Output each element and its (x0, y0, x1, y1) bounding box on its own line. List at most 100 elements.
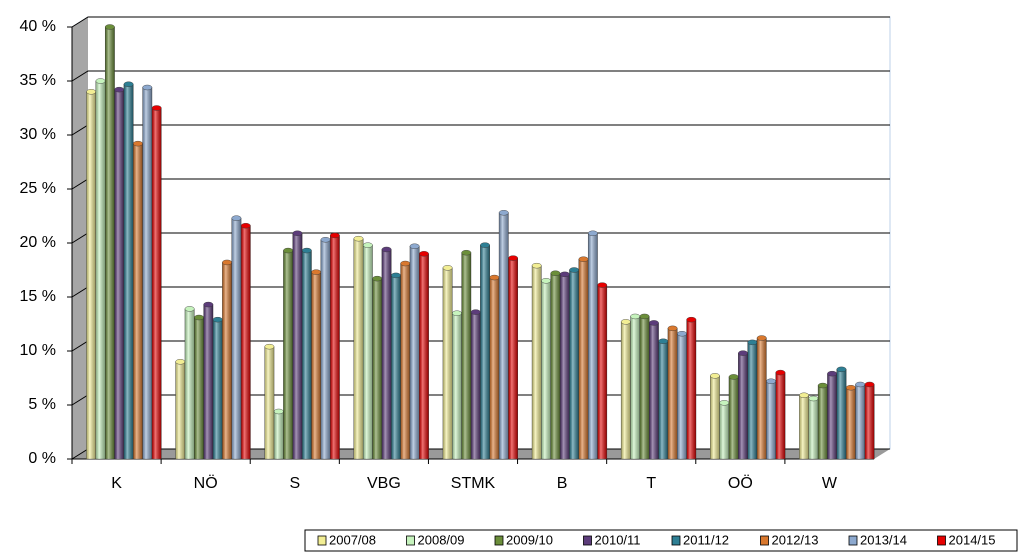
bar-top (531, 262, 542, 269)
bar-shade (231, 218, 242, 459)
y-tick-label: 20 % (20, 234, 56, 251)
bar-shade (686, 319, 696, 459)
legend-swatch (494, 535, 504, 546)
legend-swatch (583, 535, 592, 546)
bar-shade (151, 108, 162, 459)
bar-top (587, 230, 598, 236)
bar-top (320, 237, 331, 243)
bar-top (240, 223, 251, 229)
bar-top (756, 335, 767, 341)
bar-shade (142, 87, 152, 459)
bar-shade (658, 341, 668, 459)
bar-shade (738, 353, 748, 459)
bar-top (222, 259, 232, 266)
bar-shade (757, 338, 767, 459)
y-tick-label: 5 % (28, 396, 56, 413)
bar-shade (846, 387, 856, 459)
bar-top (381, 246, 392, 253)
bar-top (597, 282, 608, 288)
bar-top (212, 316, 223, 323)
bar-top (461, 250, 472, 256)
bar-top (114, 86, 125, 93)
bar-shade (836, 369, 847, 459)
legend-label: 2014/15 (949, 532, 996, 547)
bar-top (498, 210, 509, 216)
y-tick-label: 40 % (20, 18, 56, 35)
bar-shade (864, 384, 875, 459)
bar-top (104, 24, 115, 30)
bar-top (264, 343, 275, 350)
bar-top (329, 232, 340, 239)
y-tick-label: 0 % (28, 450, 56, 467)
bar-top (578, 256, 589, 262)
bar-top (766, 378, 776, 384)
bar-top (667, 325, 678, 332)
bar-top (400, 260, 411, 267)
bar-top (362, 242, 373, 248)
bar-shade (381, 249, 392, 459)
bar-shade (302, 250, 312, 459)
bar-top (864, 381, 875, 388)
bar-top (686, 316, 697, 323)
legend-swatch (406, 535, 415, 546)
bar-top (184, 306, 195, 312)
bar-shade (508, 258, 518, 459)
bar-top (836, 366, 847, 373)
bar-shade (114, 89, 124, 459)
bar-shade (194, 317, 204, 459)
bar-shade (677, 333, 687, 459)
bar-top (541, 278, 551, 284)
legend-label: 2012/13 (772, 532, 819, 547)
bar-top (283, 247, 293, 254)
bar-top (231, 215, 242, 221)
bar-top (391, 272, 401, 279)
x-tick-label: W (822, 475, 838, 492)
bar-shade (353, 238, 364, 459)
bar-top (489, 274, 500, 281)
bar-top (353, 235, 364, 242)
legend-label: 2011/12 (683, 532, 729, 547)
x-tick-label: VBG (367, 475, 401, 492)
legend-swatch (848, 535, 858, 546)
legend-label: 2013/14 (860, 532, 907, 547)
bar-top (301, 247, 312, 254)
bar-shade (133, 143, 143, 459)
bar-shade (241, 225, 251, 459)
bar-top (203, 301, 214, 308)
bar-top (550, 270, 561, 276)
x-tick-label: S (289, 475, 300, 492)
bar-shade (710, 375, 720, 459)
bar-top (508, 255, 518, 261)
y-tick-label: 10 % (20, 342, 56, 359)
bar-top (133, 140, 143, 147)
bar-top (719, 400, 730, 406)
bar-shade (541, 280, 551, 459)
bar-top (442, 265, 453, 271)
bar-shade (799, 395, 809, 459)
bar-shade (532, 265, 542, 459)
bar-top (639, 313, 650, 320)
bar-shade (630, 316, 640, 459)
bar-top (845, 385, 856, 391)
bar-top (292, 230, 303, 236)
bar-top (649, 320, 659, 326)
bar-top (808, 395, 819, 402)
bar-shade (452, 313, 462, 459)
legend-label: 2009/10 (506, 532, 553, 547)
bar-top (95, 78, 106, 84)
legend-label: 2010/11 (595, 532, 641, 547)
bar-shade (203, 304, 214, 459)
legend-label: 2008/09 (418, 532, 465, 547)
bar-shade (489, 277, 500, 459)
bar-shade (372, 278, 382, 459)
bar-shade (597, 285, 607, 459)
bar-top (86, 89, 97, 95)
bar-top (311, 269, 322, 275)
bar-top (175, 359, 186, 365)
bar-shade (639, 316, 650, 459)
bar-top (799, 392, 809, 398)
bar-top (855, 381, 866, 388)
bar-top (419, 251, 429, 257)
y-tick-label: 25 % (20, 180, 56, 197)
